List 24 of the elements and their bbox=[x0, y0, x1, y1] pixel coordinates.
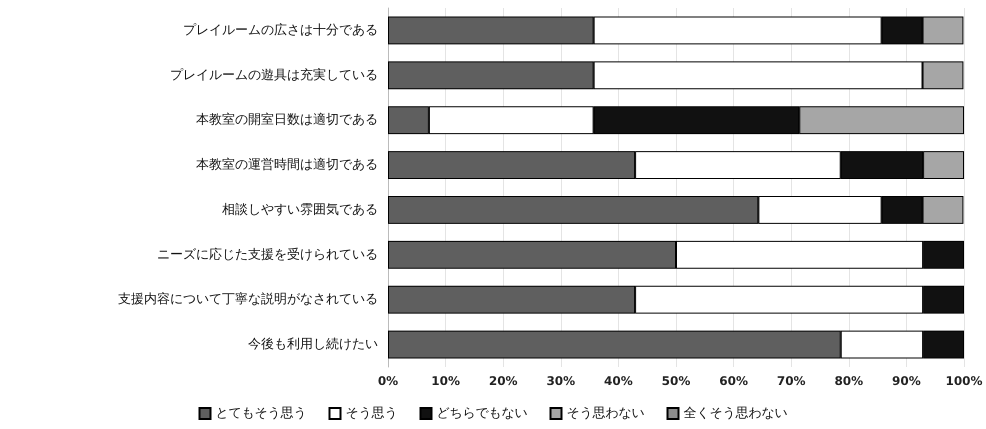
legend-label: とてもそう思う bbox=[216, 406, 306, 421]
legend-label: 全くそう思わない bbox=[684, 406, 788, 421]
x-tick-label: 60% bbox=[719, 374, 748, 388]
x-tick-label: 20% bbox=[488, 374, 518, 388]
y-tick-label: ニーズに応じた支援を受けられている bbox=[157, 246, 378, 262]
x-tick-label: 10% bbox=[431, 374, 460, 388]
x-tick-label: 80% bbox=[834, 374, 864, 388]
legend-label: そう思う bbox=[346, 406, 398, 421]
x-tick-label: 0% bbox=[378, 374, 398, 388]
x-tick-label: 30% bbox=[546, 374, 576, 388]
y-tick-label: 相談しやすい雰囲気である bbox=[222, 202, 378, 218]
x-tick-label: 70% bbox=[776, 374, 806, 388]
x-tick-label: 40% bbox=[604, 374, 633, 388]
y-tick-label: 今後も利用し続けたい bbox=[248, 337, 378, 352]
x-tick-label: 90% bbox=[892, 374, 921, 388]
legend-label: そう思わない bbox=[566, 406, 644, 421]
y-tick-label: 本教室の開室日数は適切である bbox=[196, 112, 378, 128]
x-tick-label: 50% bbox=[662, 374, 690, 388]
x-tick-label: 100% bbox=[945, 374, 983, 388]
legend-label: どちらでもない bbox=[436, 406, 528, 421]
y-tick-label: プレイルームの広さは十分である bbox=[183, 22, 378, 38]
y-tick-label: 本教室の運営時間は適切である bbox=[196, 156, 378, 173]
y-tick-label: 支援内容について丁寧な説明がなされている bbox=[118, 291, 378, 308]
y-tick-label: プレイルームの遊具は充実している bbox=[170, 66, 378, 83]
